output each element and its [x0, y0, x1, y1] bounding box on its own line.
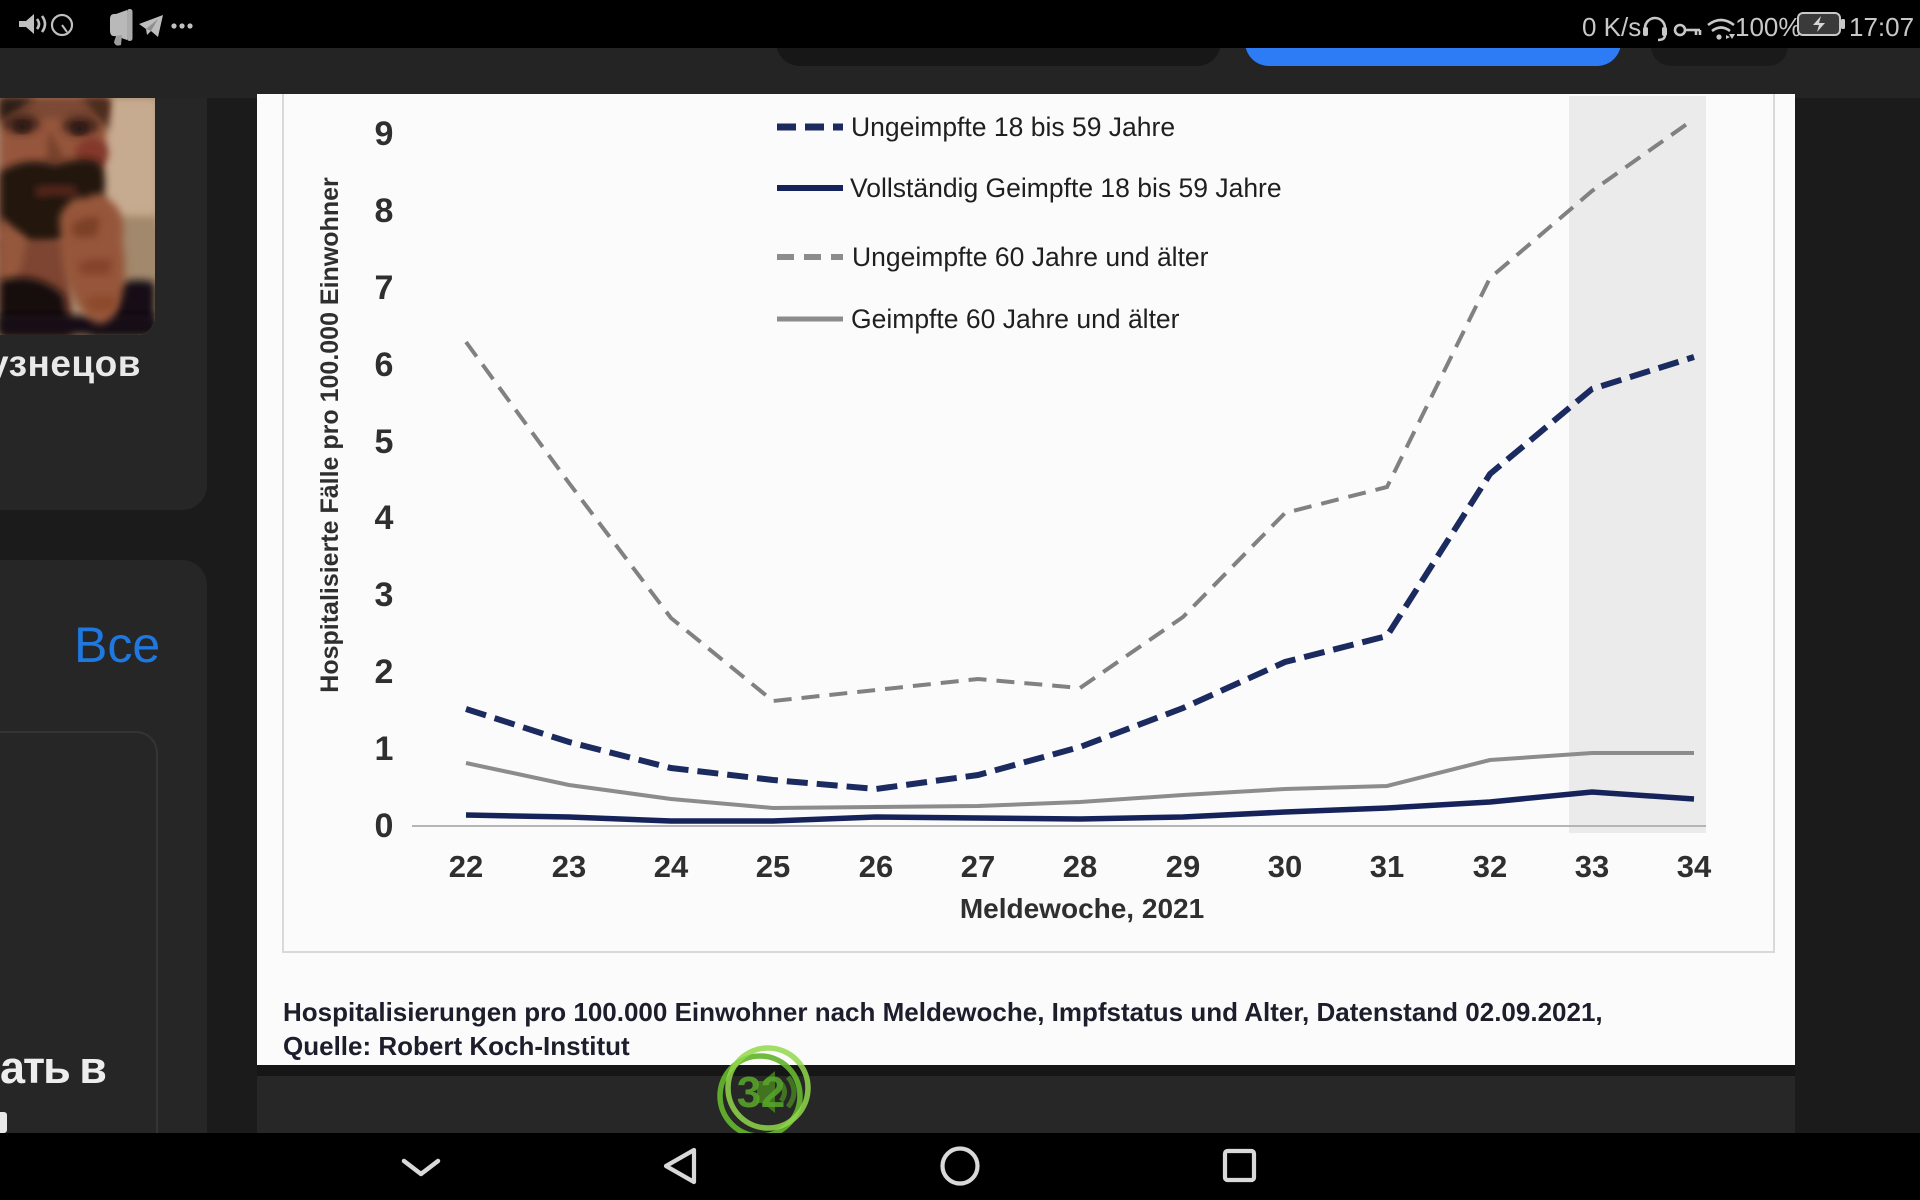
svg-text:34: 34 [1677, 849, 1712, 884]
svg-text:24: 24 [654, 849, 689, 884]
svg-text:6: 6 [375, 346, 394, 384]
svg-text:1: 1 [375, 730, 394, 768]
svg-text:Hospitalisierte Fälle pro 100.: Hospitalisierte Fälle pro 100.000 Einwoh… [316, 177, 344, 693]
svg-text:4: 4 [375, 499, 394, 537]
svg-text:26: 26 [859, 849, 893, 884]
svg-text:3: 3 [375, 576, 394, 614]
svg-text:9: 9 [375, 115, 394, 153]
svg-text:5: 5 [375, 423, 394, 461]
svg-text:22: 22 [449, 849, 483, 884]
svg-text:Hospitalisierungen pro 100.000: Hospitalisierungen pro 100.000 Einwohner… [283, 997, 1603, 1027]
svg-text:Meldewoche, 2021: Meldewoche, 2021 [960, 893, 1204, 924]
svg-text:31: 31 [1370, 849, 1404, 884]
svg-text:32: 32 [1473, 849, 1507, 884]
svg-text:23: 23 [552, 849, 586, 884]
svg-text:25: 25 [756, 849, 790, 884]
svg-text:2: 2 [375, 653, 394, 691]
svg-text:Geimpfte 60 Jahre und älter: Geimpfte 60 Jahre und älter [851, 304, 1180, 334]
svg-text:33: 33 [1575, 849, 1609, 884]
svg-text:Quelle: Robert Koch-Institut: Quelle: Robert Koch-Institut [283, 1031, 630, 1061]
svg-text:7: 7 [375, 269, 394, 307]
svg-text:29: 29 [1166, 849, 1200, 884]
svg-text:2: 2 [761, 1068, 785, 1117]
svg-text:Ungeimpfte 18 bis 59 Jahre: Ungeimpfte 18 bis 59 Jahre [851, 112, 1175, 142]
svg-text:Vollständig Geimpfte 18 bis 59: Vollständig Geimpfte 18 bis 59 Jahre [850, 173, 1282, 203]
svg-text:27: 27 [961, 849, 995, 884]
svg-text:3: 3 [737, 1068, 761, 1117]
svg-text:Ungeimpfte 60 Jahre und älter: Ungeimpfte 60 Jahre und älter [852, 242, 1209, 272]
svg-text:0: 0 [375, 807, 394, 845]
svg-text:8: 8 [375, 192, 394, 230]
svg-text:28: 28 [1063, 849, 1097, 884]
svg-text:30: 30 [1268, 849, 1302, 884]
